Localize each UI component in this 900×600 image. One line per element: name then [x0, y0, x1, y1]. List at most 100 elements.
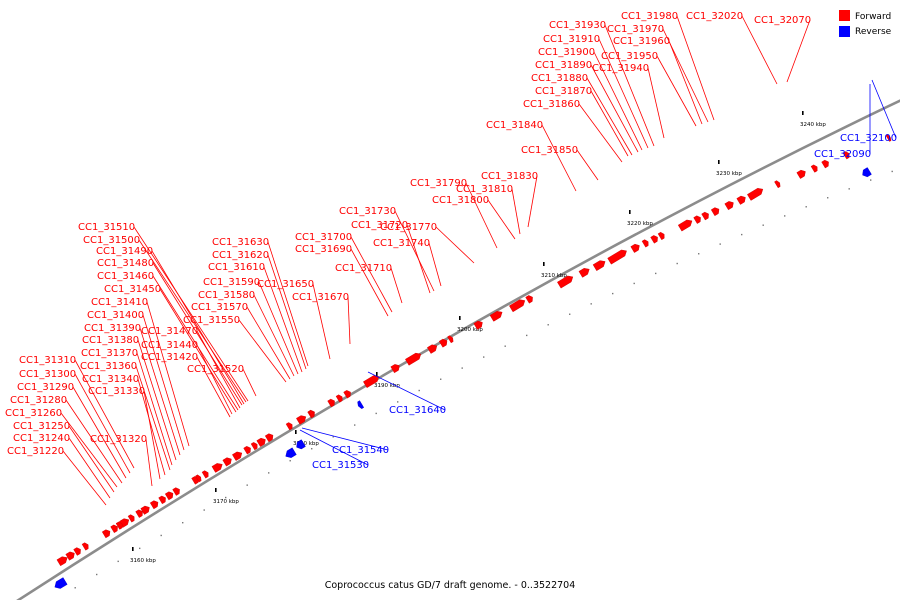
- minor-tick: [289, 460, 291, 462]
- leader-line: [196, 330, 241, 409]
- gene-label: CC1_31320: [90, 434, 147, 445]
- forward-gene: [473, 320, 483, 330]
- gene-arrow: [54, 577, 68, 589]
- gene-arrow: [149, 500, 159, 510]
- gene-label: CC1_31710: [335, 263, 392, 274]
- gene-arrow: [195, 474, 202, 483]
- gene-label: CC1_31610: [208, 262, 265, 273]
- leader-line: [72, 386, 127, 479]
- gene-label: CC1_31500: [83, 235, 140, 246]
- gene-arrow: [296, 439, 306, 450]
- forward-gene: [557, 275, 574, 289]
- leader-line: [136, 352, 173, 466]
- forward-gene: [65, 551, 75, 561]
- gene-label: CC1_31520: [187, 364, 244, 375]
- leader-line: [263, 266, 303, 373]
- gene-label: CC1_31890: [535, 60, 592, 71]
- gene-arrow: [607, 249, 627, 265]
- gene-arrow: [489, 311, 503, 322]
- gene-label: CC1_31800: [432, 195, 489, 206]
- leader-line: [137, 339, 177, 461]
- forward-gene: [243, 446, 251, 455]
- gene-arrow: [701, 211, 709, 221]
- gene-arrow: [250, 442, 258, 451]
- leader-line: [142, 314, 185, 451]
- forward-gene: [710, 207, 720, 217]
- minor-tick: [440, 378, 442, 380]
- gene-arrow: [243, 446, 251, 455]
- gene-arrow: [296, 415, 307, 425]
- minor-tick: [526, 334, 528, 337]
- minor-tick: [160, 534, 162, 537]
- leader-line: [135, 365, 171, 471]
- forward-gene: [250, 442, 258, 451]
- major-tick: [802, 111, 804, 115]
- gene-arrow: [73, 547, 81, 556]
- gene-label: CC1_31240: [13, 433, 70, 444]
- gene-arrow: [56, 556, 68, 567]
- leader-line: [347, 296, 351, 345]
- gene-label: CC1_31280: [10, 395, 67, 406]
- leader-line: [576, 149, 599, 181]
- tick-label: 3200 kbp: [457, 327, 483, 333]
- gene-label: CC1_31470: [141, 326, 198, 337]
- minor-tick: [96, 573, 98, 576]
- gene-arrow: [172, 487, 180, 496]
- gene-arrow: [308, 410, 315, 418]
- leader-line: [151, 250, 245, 405]
- tick-label: 3230 kbp: [716, 171, 742, 177]
- gene-arrow: [135, 509, 143, 518]
- leader-line: [590, 90, 629, 157]
- minor-tick: [676, 262, 678, 265]
- minor-tick: [827, 197, 829, 199]
- forward-gene: [525, 295, 533, 304]
- leader-layer: [60, 15, 897, 506]
- forward-gene: [630, 243, 640, 253]
- gene-arrow: [101, 529, 111, 539]
- tick-layer: 3160 kbp 3170 kbp 3180 kbp 3190 kbp 3200 kbp…: [74, 111, 893, 589]
- forward-gene: [343, 390, 351, 399]
- gene-label: CC1_31570: [191, 302, 248, 313]
- gene-label: CC1_31870: [535, 86, 592, 97]
- gene-label: CC1_31480: [97, 258, 154, 269]
- gene-arrow: [677, 219, 693, 232]
- forward-gene: [308, 410, 315, 418]
- forward-gene: [135, 509, 143, 518]
- forward-gene: [578, 268, 590, 278]
- forward-gene: [842, 151, 850, 160]
- forward-gene: [724, 201, 734, 211]
- gene-arrow: [578, 268, 590, 278]
- leader-line: [267, 241, 309, 367]
- gene-label: CC1_31880: [531, 73, 588, 84]
- tick-label: 3170 kbp: [213, 499, 239, 505]
- forward-gene: [256, 437, 266, 447]
- gene-arrow: [509, 299, 526, 313]
- forward-gene: [285, 422, 293, 431]
- gene-label: CC1_31630: [212, 237, 269, 248]
- forward-gene: [821, 159, 829, 169]
- minor-tick: [698, 253, 700, 255]
- gene-arrow: [693, 215, 701, 224]
- minor-tick: [547, 324, 549, 326]
- minor-tick: [203, 509, 205, 511]
- gene-arrow: [774, 180, 781, 189]
- gene-arrow: [164, 491, 174, 501]
- forward-gene: [885, 134, 892, 142]
- gene-label: CC1_31830: [481, 171, 538, 182]
- gene-arrow: [357, 400, 365, 409]
- forward-gene: [657, 231, 665, 241]
- forward-gene: [327, 398, 335, 408]
- gene-arrow: [842, 151, 850, 160]
- leader-line: [60, 412, 118, 488]
- gene-arrow: [115, 521, 123, 530]
- minor-tick: [719, 243, 721, 245]
- gene-arrow: [127, 514, 135, 523]
- leader-line: [68, 437, 111, 499]
- gene-arrow: [232, 451, 243, 461]
- leader-line: [74, 359, 135, 469]
- tick-label: 3240 kbp: [800, 122, 826, 128]
- leader-line: [598, 38, 649, 149]
- leader-line: [65, 399, 123, 484]
- gene-label: CC1_31530: [312, 460, 369, 471]
